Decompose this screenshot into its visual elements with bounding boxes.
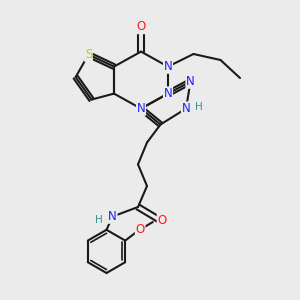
Text: N: N xyxy=(108,210,117,223)
Text: O: O xyxy=(136,20,146,34)
Text: N: N xyxy=(164,87,172,100)
Text: N: N xyxy=(164,60,172,73)
Text: N: N xyxy=(136,102,146,115)
Text: S: S xyxy=(85,48,92,61)
Text: O: O xyxy=(158,214,166,227)
Text: N: N xyxy=(182,102,190,115)
Text: H: H xyxy=(95,214,103,225)
Text: N: N xyxy=(186,75,195,88)
Text: O: O xyxy=(136,223,145,236)
Text: H: H xyxy=(195,102,203,112)
